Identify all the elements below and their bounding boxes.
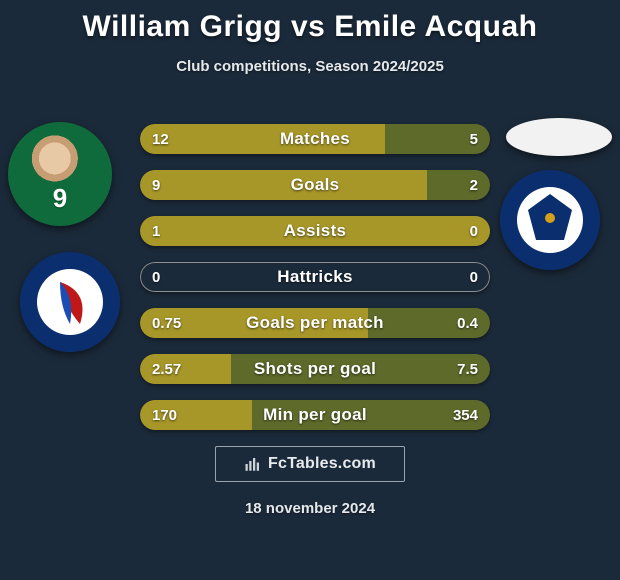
- stat-value-right: 0: [458, 262, 490, 292]
- stat-row: 2.57Shots per goal7.5: [140, 354, 490, 384]
- vs-label: vs: [291, 10, 325, 43]
- stat-value-right: 5: [458, 124, 490, 154]
- subtitle: Club competitions, Season 2024/2025: [0, 58, 620, 75]
- stat-row: 1Assists0: [140, 216, 490, 246]
- stat-value-right: 0.4: [445, 308, 490, 338]
- brand-text: FcTables.com: [268, 455, 376, 473]
- stat-row: 0Hattricks0: [140, 262, 490, 292]
- player1-name: William Grigg: [83, 10, 283, 43]
- stat-label: Hattricks: [140, 262, 490, 292]
- stat-value-right: 354: [441, 400, 490, 430]
- player1-club-badge: [20, 252, 120, 352]
- stat-label: Goals: [140, 170, 490, 200]
- bars-icon: [244, 455, 262, 473]
- player1-photo: [8, 122, 112, 226]
- stat-row: 12Matches5: [140, 124, 490, 154]
- player2-photo: [506, 118, 612, 156]
- stat-row: 0.75Goals per match0.4: [140, 308, 490, 338]
- stat-row: 170Min per goal354: [140, 400, 490, 430]
- stat-label: Goals per match: [140, 308, 490, 338]
- stat-label: Min per goal: [140, 400, 490, 430]
- stat-value-right: 0: [458, 216, 490, 246]
- stat-value-right: 7.5: [445, 354, 490, 384]
- stat-label: Shots per goal: [140, 354, 490, 384]
- player2-name: Emile Acquah: [334, 10, 537, 43]
- stat-label: Assists: [140, 216, 490, 246]
- brand-badge: FcTables.com: [215, 446, 405, 482]
- footer-date: 18 november 2024: [0, 500, 620, 517]
- stat-value-right: 2: [458, 170, 490, 200]
- page-title: William Grigg vs Emile Acquah: [0, 0, 620, 44]
- stat-label: Matches: [140, 124, 490, 154]
- stat-row: 9Goals2: [140, 170, 490, 200]
- comparison-bars: 12Matches59Goals21Assists00Hattricks00.7…: [140, 124, 490, 446]
- player2-club-badge: [500, 170, 600, 270]
